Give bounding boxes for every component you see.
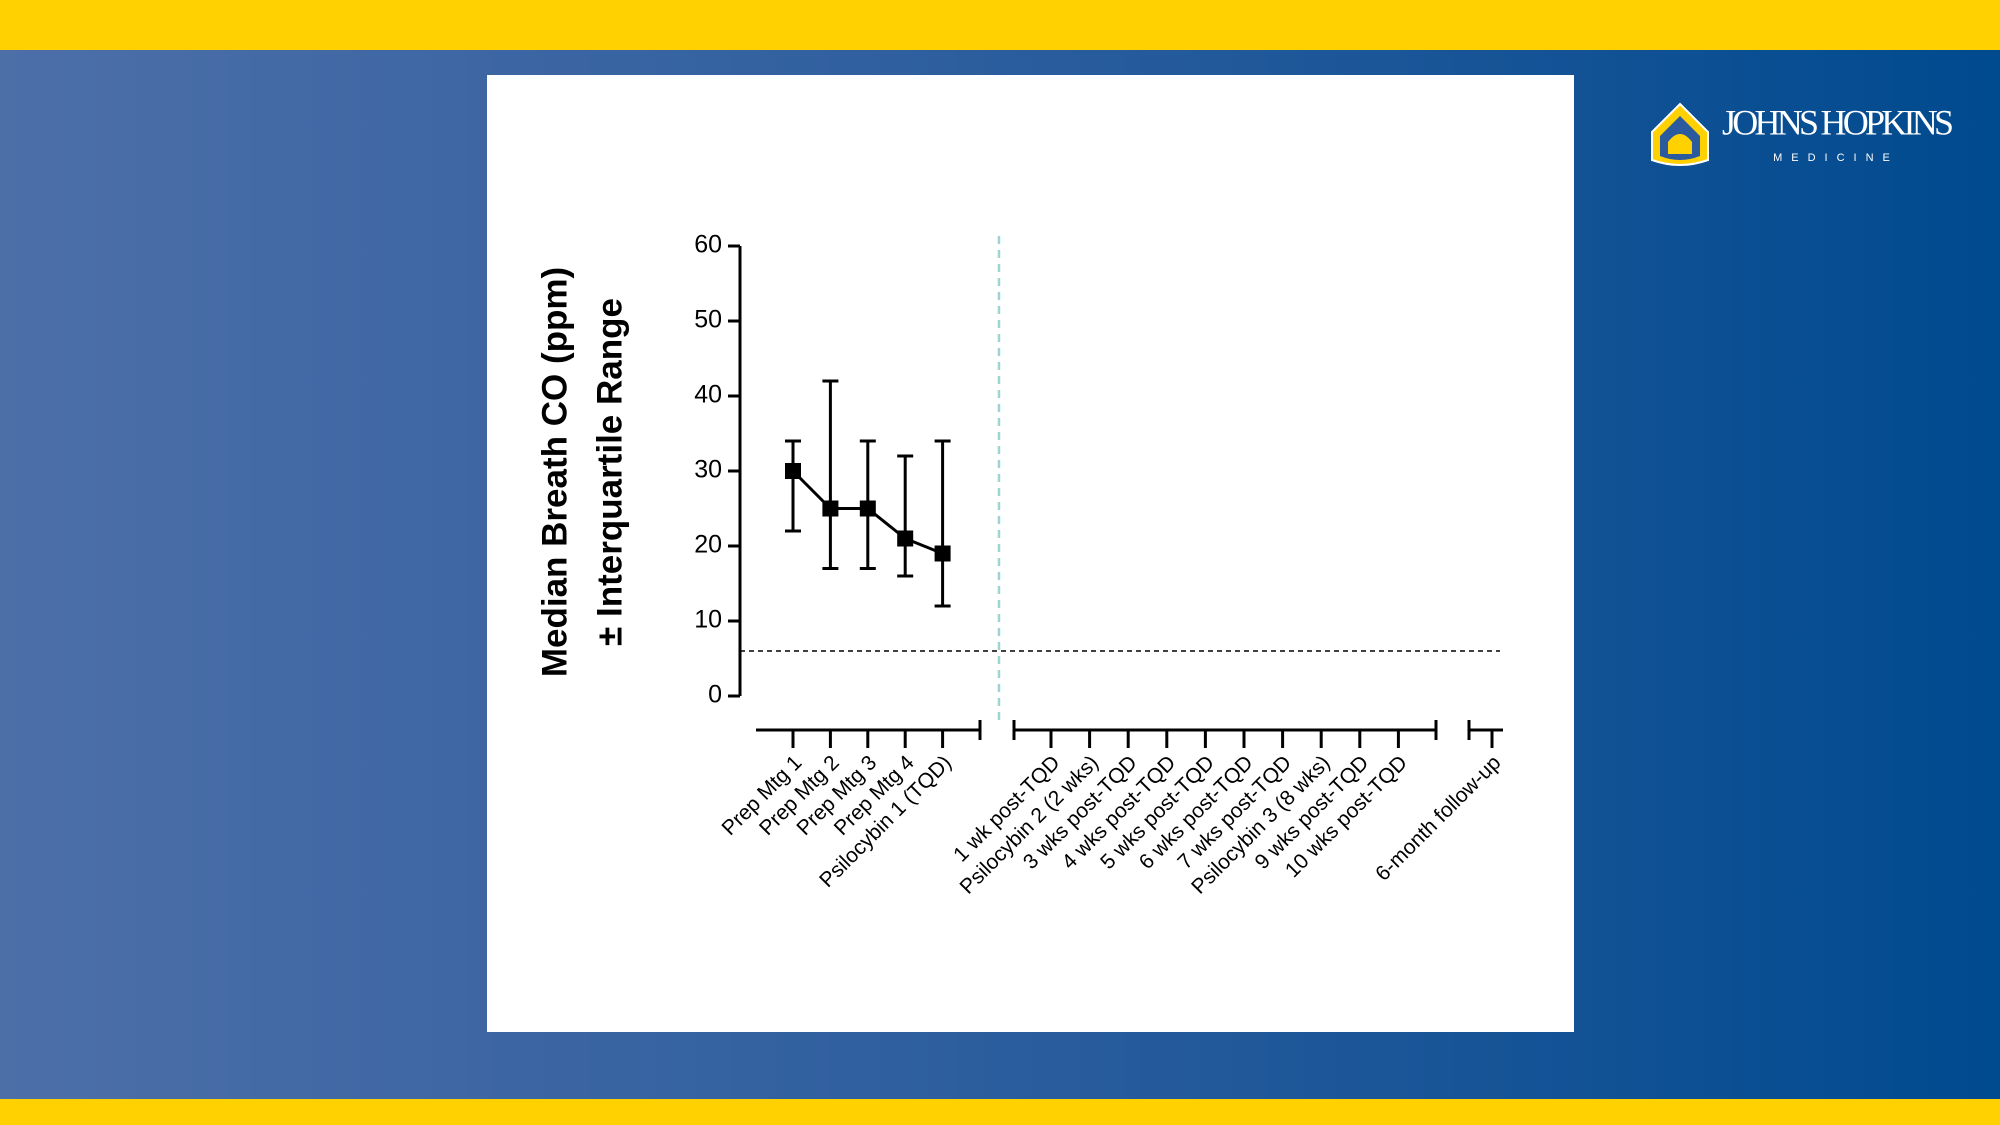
- data-point: [934, 545, 951, 562]
- y-tick-label: 0: [708, 681, 722, 709]
- logo: JOHNS HOPKINS MEDICINE: [1651, 102, 1954, 166]
- error-bar: [934, 439, 951, 608]
- y-tick-label: 20: [694, 531, 722, 559]
- y-tick-label: 30: [694, 456, 722, 484]
- data-point: [897, 530, 914, 547]
- y-axis-title: Median Breath CO (ppm): [535, 267, 574, 677]
- error-bar: [822, 379, 839, 570]
- bottom-band: [0, 1099, 2000, 1125]
- y-tick-label: 50: [694, 306, 722, 334]
- logo-subtitle: MEDICINE: [1773, 152, 1899, 164]
- error-bar: [897, 454, 914, 578]
- y-axis-title: ± Interquartile Range: [590, 298, 629, 646]
- logo-name: JOHNS HOPKINS: [1722, 102, 1954, 142]
- data-point: [822, 500, 839, 517]
- y-tick-label: 40: [694, 381, 722, 409]
- error-bar: [785, 439, 801, 533]
- data-point: [785, 463, 801, 479]
- logo-dome: [1668, 134, 1692, 154]
- y-tick-label: 10: [694, 606, 722, 634]
- y-tick-label: 60: [694, 231, 722, 259]
- data-point: [859, 500, 876, 517]
- chart-panel: [487, 75, 1574, 1032]
- top-band: [0, 0, 2000, 50]
